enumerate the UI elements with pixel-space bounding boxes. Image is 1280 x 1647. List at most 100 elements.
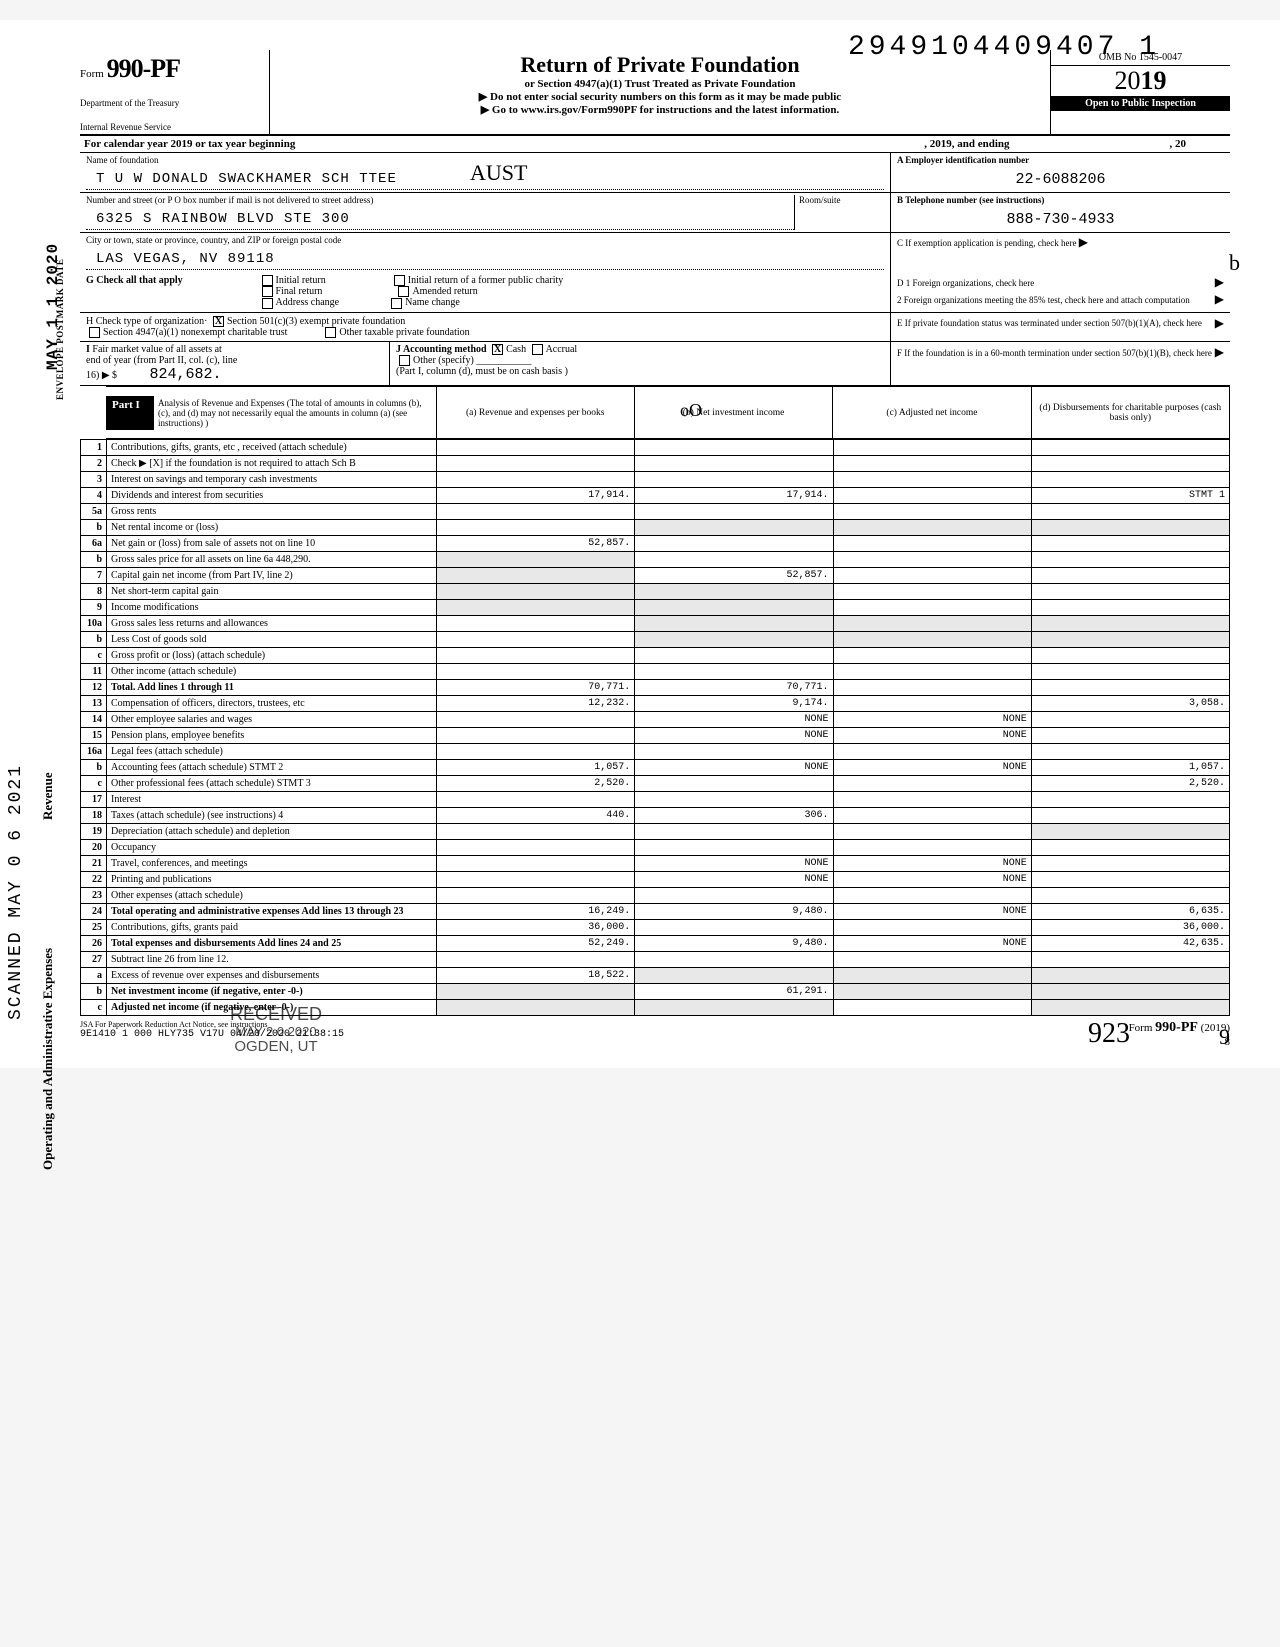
h-opt-1: Section 501(c)(3) exempt private foundat… [227,316,405,327]
checkbox-cash[interactable]: X [492,344,503,355]
table-row: 25Contributions, gifts, grants paid36,00… [81,920,1230,936]
col-d-value [1031,664,1229,680]
col-a-value [437,472,635,488]
checkbox-other-taxable[interactable] [325,327,336,338]
phone-label: B Telephone number (see instructions) [897,195,1044,205]
footer-form-number: 990-PF [1155,1020,1198,1035]
col-c-value [833,840,1031,856]
city-label: City or town, state or province, country… [86,235,884,245]
table-row: 17Interest [81,792,1230,808]
col-d-value [1031,728,1229,744]
col-c-value [833,952,1031,968]
identity-block: Name of foundation T U W DONALD SWACKHAM… [80,153,1230,272]
table-row: bLess Cost of goods sold [81,632,1230,648]
col-a-value: 2,520. [437,776,635,792]
form-note-1: ▶ Do not enter social security numbers o… [276,90,1044,103]
col-d-header: (d) Disbursements for charitable purpose… [1031,387,1229,439]
row-description: Total. Add lines 1 through 11 [107,680,437,696]
row-description: Other professional fees (attach schedule… [107,776,437,792]
checkbox-501c3[interactable]: X [213,316,224,327]
section-j: J Accounting method XCash Accrual Other … [390,342,890,385]
table-row: bAccounting fees (attach schedule) STMT … [81,760,1230,776]
col-a-value [437,504,635,520]
footer-form-label: Form [1129,1022,1153,1034]
h-opt-2: Section 4947(a)(1) nonexempt charitable … [103,327,287,338]
checkbox-initial-return[interactable] [262,275,273,286]
section-d: D 1 Foreign organizations, check here▶ 2… [890,272,1230,312]
col-b-value: 306. [635,808,833,824]
section-h-e: H Check type of organization· XSection 5… [80,313,1230,342]
cal-text-1: For calendar year 2019 or tax year begin… [84,138,295,150]
col-b-value [635,616,833,632]
table-row: 7Capital gain net income (from Part IV, … [81,568,1230,584]
col-a-value [437,952,635,968]
form-number: 990-PF [107,54,180,83]
row-number: c [81,1000,107,1016]
row-number: c [81,648,107,664]
f-label: F If the foundation is in a 60-month ter… [897,348,1212,358]
year-suffix: 19 [1141,66,1167,95]
row-number: 24 [81,904,107,920]
row-description: Net gain or (loss) from sale of assets n… [107,536,437,552]
row-number: 17 [81,792,107,808]
part-1-desc: Analysis of Revenue and Expenses (The to… [154,396,436,430]
row-number: 1 [81,440,107,456]
table-row: bGross sales price for all assets on lin… [81,552,1230,568]
col-c-value [833,536,1031,552]
row-description: Gross sales less returns and allowances [107,616,437,632]
checkbox-former-charity[interactable] [394,275,405,286]
col-c-value: NONE [833,904,1031,920]
col-b-value [635,552,833,568]
stamp-received-label: RECEIVED [230,1005,322,1025]
col-d-value [1031,600,1229,616]
col-a-value [437,872,635,888]
col-a-value [437,568,635,584]
street-address: 6325 S RAINBOW BLVD STE 300 [86,205,794,230]
checkbox-4947[interactable] [89,327,100,338]
col-c-value [833,920,1031,936]
address-label: Number and street (or P O box number if … [86,195,794,205]
col-b-value [635,600,833,616]
table-row: 10aGross sales less returns and allowanc… [81,616,1230,632]
col-c-value [833,776,1031,792]
row-number: 7 [81,568,107,584]
col-b-value [635,776,833,792]
row-description: Taxes (attach schedule) (see instruction… [107,808,437,824]
col-c-header: (c) Adjusted net income [833,387,1031,439]
col-d-value: 3,058. [1031,696,1229,712]
checkbox-name-change[interactable] [391,298,402,309]
table-row: 15Pension plans, employee benefitsNONENO… [81,728,1230,744]
row-description: Occupancy [107,840,437,856]
row-description: Other expenses (attach schedule) [107,888,437,904]
col-d-value [1031,504,1229,520]
checkbox-accrual[interactable] [532,344,543,355]
checkbox-other[interactable] [399,355,410,366]
checkbox-amended[interactable] [398,286,409,297]
row-description: Income modifications [107,600,437,616]
col-b-value: 9,174. [635,696,833,712]
cal-text-2: , 2019, and ending [924,138,1009,150]
col-b-value [635,440,833,456]
col-b-value [635,504,833,520]
col-a-value [437,600,635,616]
row-description: Depreciation (attach schedule) and deple… [107,824,437,840]
checkbox-address-change[interactable] [262,298,273,309]
section-h: H Check type of organization· XSection 5… [80,313,890,341]
i-line-1: Fair market value of all assets at [92,344,221,355]
col-c-value [833,696,1031,712]
row-number: 20 [81,840,107,856]
checkbox-final-return[interactable] [262,286,273,297]
g-opt-1: Initial return [276,275,326,286]
row-number: 3 [81,472,107,488]
table-row: 5aGross rents [81,504,1230,520]
table-row: aExcess of revenue over expenses and dis… [81,968,1230,984]
table-row: 2Check ▶ [X] if the foundation is not re… [81,456,1230,472]
table-row: 8Net short-term capital gain [81,584,1230,600]
col-c-value [833,888,1031,904]
col-a-value [437,728,635,744]
part1-header-table: Part I Analysis of Revenue and Expenses … [80,386,1230,439]
section-i-j-f: I Fair market value of all assets at end… [80,342,1230,386]
row-number: 9 [81,600,107,616]
row-number: 4 [81,488,107,504]
col-a-value: 1,057. [437,760,635,776]
